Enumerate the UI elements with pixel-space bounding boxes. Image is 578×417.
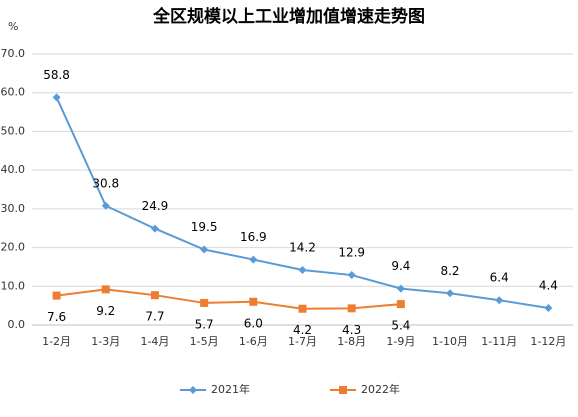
y-tick-label: 60.0 <box>1 86 26 99</box>
marker <box>150 291 159 300</box>
x-tick-label: 1-6月 <box>239 335 268 348</box>
data-label: 12.9 <box>338 246 365 260</box>
marker <box>396 284 405 293</box>
series-line <box>55 96 549 309</box>
series-line <box>56 288 401 310</box>
data-label: 4.4 <box>539 278 558 292</box>
x-tick-label: 1-10月 <box>432 335 468 348</box>
y-tick-label: 10.0 <box>1 279 26 292</box>
data-label: 30.8 <box>92 176 119 190</box>
data-label: 9.4 <box>391 259 410 273</box>
marker <box>52 93 61 102</box>
data-label: 4.2 <box>293 323 312 337</box>
x-tick-label: 1-4月 <box>140 335 169 348</box>
marker <box>200 298 209 307</box>
legend-label: 2022年 <box>361 382 400 396</box>
data-label: 9.2 <box>96 304 115 318</box>
marker <box>339 386 347 394</box>
y-tick-label: 40.0 <box>1 163 26 176</box>
marker <box>347 304 356 313</box>
marker <box>52 291 61 300</box>
marker <box>150 224 159 233</box>
x-tick-label: 1-3月 <box>91 335 120 348</box>
legend-label: 2021年 <box>211 382 250 396</box>
x-tick-label: 1-12月 <box>530 335 566 348</box>
data-label: 6.4 <box>490 271 509 285</box>
y-axis-label: % <box>8 20 18 33</box>
marker <box>347 271 356 280</box>
data-label: 4.3 <box>342 323 361 337</box>
data-label: 7.7 <box>145 310 164 324</box>
x-tick-label: 1-11月 <box>481 335 517 348</box>
chart-title: 全区规模以上工业增加值增速走势图 <box>152 6 425 27</box>
x-tick-label: 1-7月 <box>288 335 317 348</box>
data-label: 19.5 <box>191 220 218 234</box>
marker <box>249 255 258 264</box>
marker <box>298 304 307 313</box>
data-label: 58.8 <box>43 68 70 82</box>
y-tick-label: 20.0 <box>1 241 26 254</box>
marker <box>298 266 307 275</box>
marker <box>249 297 258 306</box>
x-tick-label: 1-8月 <box>337 335 366 348</box>
marker <box>495 296 504 305</box>
data-label: 8.2 <box>440 264 459 278</box>
marker <box>101 285 110 294</box>
y-tick-label: 50.0 <box>1 124 26 137</box>
x-tick-label: 1-2月 <box>42 335 71 348</box>
marker <box>544 303 553 312</box>
marker <box>200 245 209 254</box>
data-label: 7.6 <box>47 310 66 324</box>
data-label: 5.4 <box>391 319 410 333</box>
marker <box>101 201 110 210</box>
data-label: 24.9 <box>142 199 169 213</box>
y-tick-label: 0.0 <box>8 318 26 331</box>
data-label: 6.0 <box>244 316 263 330</box>
y-tick-label: 30.0 <box>1 202 26 215</box>
marker <box>189 386 197 394</box>
data-label: 16.9 <box>240 230 267 244</box>
marker <box>446 289 455 298</box>
marker <box>396 300 405 309</box>
x-tick-label: 1-9月 <box>386 335 415 348</box>
data-label: 5.7 <box>195 317 214 331</box>
data-label: 14.2 <box>289 241 316 255</box>
x-tick-label: 1-5月 <box>190 335 219 348</box>
y-tick-label: 70.0 <box>1 47 26 60</box>
